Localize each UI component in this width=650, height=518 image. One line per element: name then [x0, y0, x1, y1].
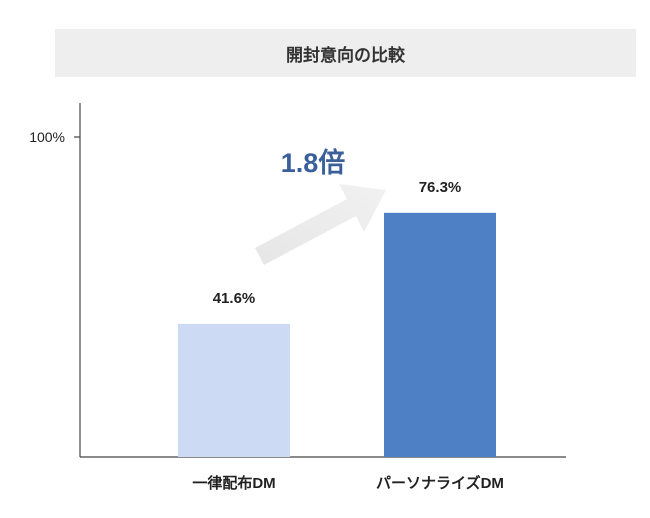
ratio-annotation: 1.8倍: [281, 147, 346, 178]
bar-1: [178, 323, 290, 457]
y-tick-label: 100%: [29, 129, 65, 145]
bar-2: [384, 212, 496, 457]
x-tick-label: パーソナライズDM: [376, 474, 504, 492]
increase-arrow-icon: [255, 184, 386, 265]
chart-title: 開封意向の比較: [55, 29, 636, 77]
x-tick-label: 一律配布DM: [192, 474, 275, 492]
data-label: 76.3%: [419, 179, 462, 196]
data-label: 41.6%: [213, 290, 256, 307]
